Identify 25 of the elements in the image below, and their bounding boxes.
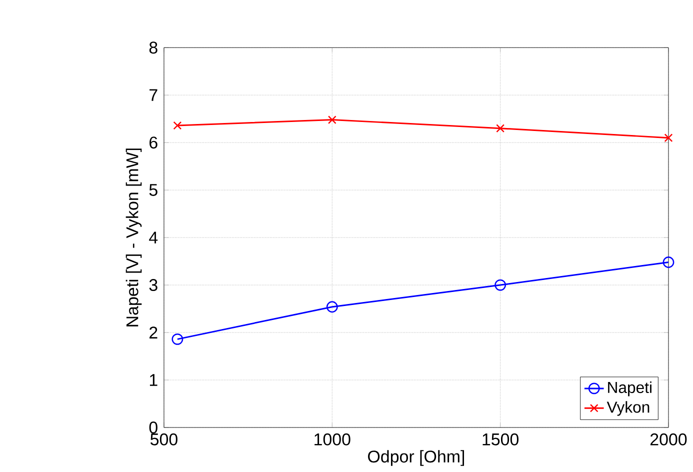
point (326, 301, 338, 313)
x-tick-label: 2000 (650, 434, 687, 446)
y-tick-label: 5 (149, 184, 158, 196)
y-tick-label: 6 (150, 136, 158, 149)
y-tick-label: 7 (150, 89, 158, 102)
y-tick-label: 8 (149, 42, 158, 54)
legend-label: Vykon (606, 401, 650, 416)
y-tick-label: 1 (150, 374, 158, 386)
point (172, 334, 184, 346)
x-axis-title: Odpor [Ohm] (368, 450, 464, 466)
x-tick-label: 1000 (314, 434, 350, 446)
point (496, 124, 505, 133)
x-tick-label: 1500 (482, 434, 518, 446)
y-tick-label: 4 (149, 232, 158, 244)
y-tick-label: 0 (149, 422, 158, 434)
y-tick-label: 3 (149, 279, 158, 292)
point (328, 116, 336, 124)
x-tick-label: 500 (150, 434, 178, 446)
y-axis-title: Napeti [V] - Vykon [mW] (126, 148, 142, 327)
point (662, 256, 674, 268)
y-tick-label: 2 (150, 326, 158, 339)
point (494, 280, 506, 291)
point (173, 121, 182, 130)
legend-label: Napeti (608, 382, 652, 396)
point (664, 134, 673, 142)
